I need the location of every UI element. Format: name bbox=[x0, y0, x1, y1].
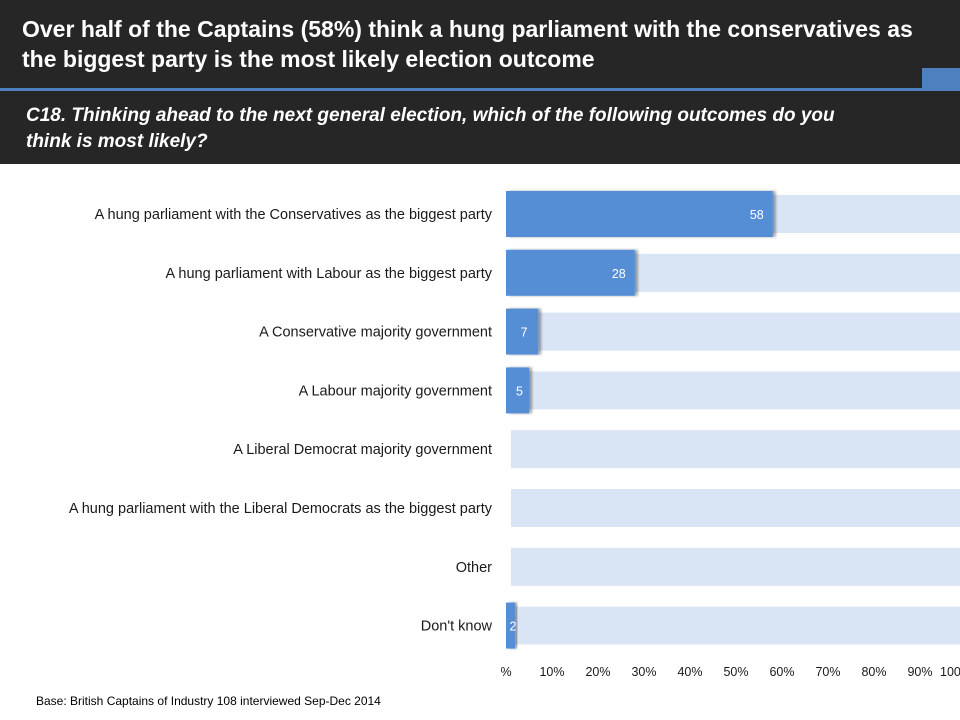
x-tick-label: 20% bbox=[585, 665, 610, 679]
bar-track bbox=[511, 606, 960, 645]
bar bbox=[506, 602, 516, 649]
bar-chart: A hung parliament with the Conservatives… bbox=[69, 191, 960, 679]
base-note: Base: British Captains of Industry 108 i… bbox=[36, 694, 381, 708]
category-label: Don't know bbox=[421, 619, 493, 635]
x-tick-label: 100% bbox=[940, 665, 960, 679]
x-tick-label: 60% bbox=[769, 665, 794, 679]
survey-question: C18. Thinking ahead to the next general … bbox=[26, 105, 835, 152]
category-label: A Conservative majority government bbox=[259, 325, 492, 341]
bar-track bbox=[511, 312, 960, 351]
bar bbox=[506, 308, 539, 355]
bar-track bbox=[511, 547, 960, 586]
bar-track bbox=[511, 430, 960, 469]
x-tick-label: 40% bbox=[677, 665, 702, 679]
data-label: 2 bbox=[510, 620, 517, 634]
category-label: Other bbox=[456, 560, 492, 576]
category-label: A hung parliament with the Liberal Democ… bbox=[69, 501, 493, 517]
x-tick-label: % bbox=[500, 665, 511, 679]
data-label: 7 bbox=[521, 326, 528, 340]
x-tick-label: 90% bbox=[907, 665, 932, 679]
data-label: 28 bbox=[612, 267, 626, 281]
header-band: Over half of the Captains (58%) think a … bbox=[0, 0, 960, 164]
page-title: Over half of the Captains (58%) think a … bbox=[22, 16, 913, 72]
bar-track bbox=[511, 489, 960, 527]
data-label: 5 bbox=[516, 384, 523, 398]
x-tick-label: 30% bbox=[631, 665, 656, 679]
category-label: A hung parliament with Labour as the big… bbox=[166, 266, 493, 282]
category-label: A hung parliament with the Conservatives… bbox=[95, 207, 493, 223]
category-label: A Liberal Democrat majority government bbox=[233, 442, 492, 458]
bar bbox=[506, 249, 635, 296]
bar bbox=[506, 191, 773, 237]
x-tick-label: 80% bbox=[861, 665, 886, 679]
bar-track bbox=[511, 371, 960, 410]
accent-block bbox=[922, 68, 960, 91]
x-tick-label: 10% bbox=[539, 665, 564, 679]
data-label: 58 bbox=[750, 208, 764, 222]
bar bbox=[506, 367, 529, 414]
x-tick-label: 50% bbox=[723, 665, 748, 679]
category-label: A Labour majority government bbox=[299, 383, 492, 399]
x-tick-label: 70% bbox=[815, 665, 840, 679]
accent-rule bbox=[0, 88, 922, 91]
